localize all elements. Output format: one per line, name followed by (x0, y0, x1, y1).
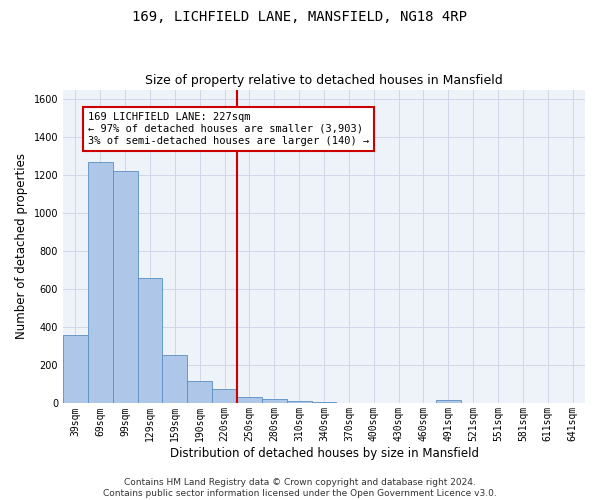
Title: Size of property relative to detached houses in Mansfield: Size of property relative to detached ho… (145, 74, 503, 87)
Bar (187, 380, 212, 404)
Bar (237, 397, 262, 404)
X-axis label: Distribution of detached houses by size in Mansfield: Distribution of detached houses by size … (170, 447, 479, 460)
Text: Contains HM Land Registry data © Crown copyright and database right 2024.
Contai: Contains HM Land Registry data © Crown c… (103, 478, 497, 498)
Bar (163, 355, 187, 404)
Y-axis label: Number of detached properties: Number of detached properties (15, 154, 28, 340)
Bar (311, 402, 337, 404)
Bar (88, 162, 113, 404)
Bar (436, 400, 461, 404)
Text: 169 LICHFIELD LANE: 227sqm
← 97% of detached houses are smaller (3,903)
3% of se: 169 LICHFIELD LANE: 227sqm ← 97% of deta… (88, 112, 369, 146)
Bar (63, 335, 88, 404)
Bar (287, 400, 311, 404)
Bar (113, 172, 137, 404)
Bar (137, 278, 163, 404)
Text: 169, LICHFIELD LANE, MANSFIELD, NG18 4RP: 169, LICHFIELD LANE, MANSFIELD, NG18 4RP (133, 10, 467, 24)
Bar (262, 398, 287, 404)
Bar (212, 389, 237, 404)
